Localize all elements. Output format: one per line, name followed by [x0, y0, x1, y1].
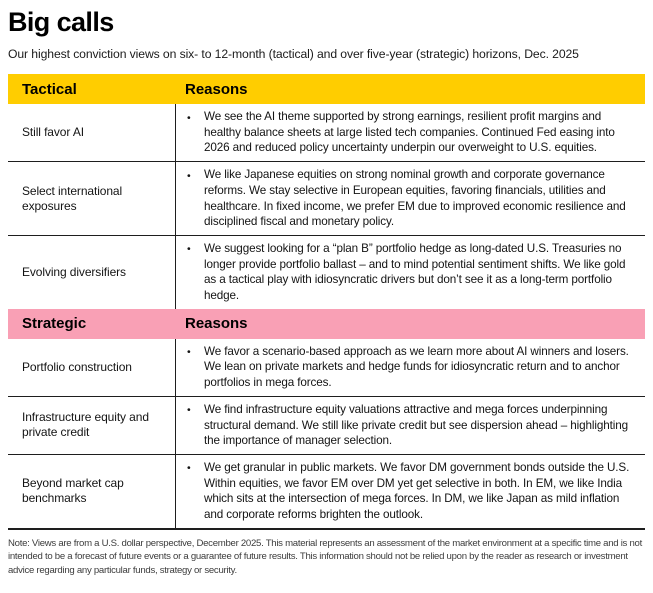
reason-cell: • We suggest looking for a “plan B” port… — [175, 235, 645, 309]
tactical-header-row: Tactical Reasons — [8, 74, 645, 104]
tactical-reasons-label: Reasons — [185, 80, 248, 98]
footnote: Note: Views are from a U.S. dollar persp… — [8, 537, 642, 576]
call-label: Infrastructure equity and private credit — [22, 410, 149, 440]
table-row-infrastructure-equity-private-credit: Infrastructure equity and private credit… — [8, 396, 645, 455]
reason-text: We like Japanese equities on strong nomi… — [204, 168, 626, 229]
reason-text: We get granular in public markets. We fa… — [204, 460, 630, 522]
reason-text: We suggest looking for a “plan B” portfo… — [204, 241, 626, 303]
reason-text: We see the AI theme supported by strong … — [204, 110, 615, 155]
page-subtitle: Our highest conviction views on six- to … — [8, 47, 579, 61]
call-label: Select international exposures — [22, 183, 123, 213]
strategic-section-label: Strategic — [22, 315, 87, 333]
table-row-select-international-exposures: Select international exposures • We like… — [8, 162, 645, 236]
page-title: Big calls — [8, 7, 114, 37]
bullet-marker: • — [187, 346, 191, 359]
bullet-marker: • — [187, 169, 191, 182]
big-calls-document: Big calls Our highest conviction views o… — [8, 7, 645, 576]
strategic-reasons-label: Reasons — [185, 315, 248, 333]
table-row-portfolio-construction: Portfolio construction • We favor a scen… — [8, 338, 645, 397]
reason-cell: • We see the AI theme supported by stron… — [175, 104, 645, 162]
reason-text: We find infrastructure equity valuations… — [204, 402, 628, 448]
bullet-marker: • — [187, 243, 191, 256]
bullet-marker: • — [187, 404, 191, 417]
call-label: Evolving diversifiers — [22, 264, 126, 279]
reason-text: We favor a scenario-based approach as we… — [204, 344, 629, 390]
big-calls-table: Tactical Reasons Still favor AI • We see… — [8, 74, 645, 530]
reason-cell: • We favor a scenario-based approach as … — [175, 338, 645, 396]
call-label: Still favor AI — [22, 125, 84, 140]
table-row-evolving-diversifiers: Evolving diversifiers • We suggest looki… — [8, 235, 645, 309]
strategic-header-row: Strategic Reasons — [8, 308, 645, 339]
tactical-section-label: Tactical — [22, 80, 77, 98]
reason-cell: • We like Japanese equities on strong no… — [175, 162, 645, 235]
bullet-marker: • — [187, 111, 191, 124]
call-label: Portfolio construction — [22, 359, 132, 374]
call-label: Beyond market cap benchmarks — [22, 476, 124, 506]
reason-cell: • We get granular in public markets. We … — [175, 454, 645, 528]
table-row-still-favor-ai: Still favor AI • We see the AI theme sup… — [8, 104, 645, 163]
reason-cell: • We find infrastructure equity valuatio… — [175, 396, 645, 454]
table-row-beyond-market-cap-benchmarks: Beyond market cap benchmarks • We get gr… — [8, 454, 645, 530]
bullet-marker: • — [187, 462, 191, 475]
